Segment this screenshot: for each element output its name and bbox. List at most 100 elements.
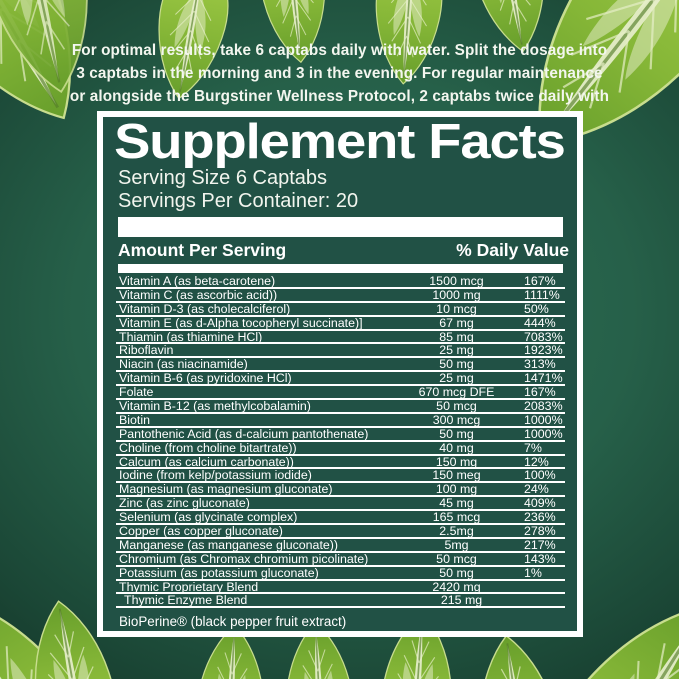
nutrient-amount: 10 mcg	[436, 301, 477, 316]
nutrient-row: Calcum (as calcium carbonate)) 150 mg 12…	[116, 454, 565, 470]
nutrient-row: Niacin (as niacinamide) 50 mg 313%	[116, 357, 565, 373]
nutrient-name: Vitamin D-3 (as cholecalciferol)	[119, 302, 291, 315]
nutrient-daily-value: 7%	[524, 440, 542, 455]
nutrient-daily-value: 278%	[524, 523, 556, 538]
nutrient-row: Selenium (as glycinate complex) 165 mcg …	[116, 510, 565, 526]
nutrient-daily-value: 217%	[524, 537, 556, 552]
servings-per-container-text: Servings Per Container: 20	[118, 190, 359, 212]
nutrient-row: Chromium (as Chromax chromium picolinate…	[116, 553, 565, 567]
nutrient-daily-value: 167%	[524, 273, 556, 288]
nutrient-name: Thymic Proprietary Blend	[119, 580, 259, 593]
nutrient-daily-value: 2083%	[524, 398, 563, 413]
nutrient-row: Vitamin E (as d-Alpha tocopheryl succina…	[116, 315, 565, 331]
nutrient-row: Vitamin A (as beta-carotene) 1500 mcg 16…	[116, 275, 565, 289]
nutrient-row: Vitamin C (as ascorbic acid)) 1000 mg 11…	[116, 289, 565, 303]
nutrient-amount: 215 mg	[440, 593, 483, 608]
nutrient-amount: 165 mcg	[432, 510, 481, 525]
nutrient-name: Riboflavin	[119, 344, 174, 357]
nutrient-amount: 50 mcg	[436, 551, 477, 566]
nutrient-amount: 100 mg	[435, 482, 478, 497]
nutrient-name: Vitamin B-6 (as pyridoxine HCl)	[119, 372, 292, 385]
nutrient-name: Manganese (as manganese gluconate))	[119, 538, 339, 551]
nutrient-name: Vitamin A (as beta-carotene)	[119, 274, 276, 287]
nutrient-name: Magnesium (as magnesium gluconate)	[119, 483, 333, 496]
nutrient-name: Thymic Enzyme Blend	[124, 594, 248, 607]
nutrient-name: Vitamin E (as d-Alpha tocopheryl succina…	[119, 316, 363, 329]
nutrient-table: Vitamin A (as beta-carotene) 1500 mcg 16…	[116, 275, 565, 609]
nutrient-daily-value: 313%	[524, 357, 556, 372]
nutrient-daily-value: 167%	[524, 385, 556, 400]
nutrient-row: Thymic Proprietary Blend 2420 mg	[116, 579, 565, 595]
nutrient-name: Vitamin B-12 (as methylcobalamin)	[119, 399, 311, 412]
nutrient-row: Vitamin D-3 (as cholecalciferol) 10 mcg …	[116, 303, 565, 317]
nutrient-row: Thiamin (as thiamine HCl) 85 mg 7083%	[116, 329, 565, 345]
bioperine-row: BioPerine® (black pepper fruit extract)	[119, 614, 347, 630]
nutrient-daily-value: 143%	[524, 551, 556, 566]
nutrient-row: Manganese (as manganese gluconate)) 5mg …	[116, 539, 565, 553]
nutrient-daily-value: 7083%	[524, 329, 563, 344]
nutrient-row: Biotin 300 mcg 1000%	[116, 414, 565, 428]
nutrient-amount: 2420 mg	[432, 579, 481, 594]
nutrient-amount: 45 mg	[439, 496, 474, 511]
nutrient-amount: 25 mg	[439, 371, 474, 386]
nutrient-row: Iodine (from kelp/potassium iodide) 150 …	[116, 468, 565, 484]
nutrient-row: Choline (from choline bitartrate)) 40 mg…	[116, 440, 565, 456]
nutrient-daily-value: 444%	[524, 315, 556, 330]
nutrient-daily-value: 1000%	[524, 412, 563, 427]
nutrient-name: Calcum (as calcium carbonate))	[119, 455, 294, 468]
nutrient-name: Biotin	[119, 413, 150, 426]
nutrient-name: Thiamin (as thiamine HCl)	[119, 330, 263, 343]
nutrient-daily-value: 1471%	[524, 371, 563, 386]
nutrient-name: Niacin (as niacinamide)	[119, 358, 248, 371]
nutrient-amount: 150 mg	[435, 454, 478, 469]
nutrient-daily-value: 12%	[524, 454, 549, 469]
nutrient-name: Zinc (as zinc gluconate)	[119, 497, 250, 510]
nutrient-amount: 67 mg	[439, 315, 474, 330]
nutrient-amount: 50 mg	[439, 426, 474, 441]
nutrient-daily-value: 236%	[524, 510, 556, 525]
nutrient-name: Copper (as copper gluconate)	[119, 524, 283, 537]
nutrient-daily-value: 1923%	[524, 343, 563, 358]
nutrient-name: Folate	[119, 386, 154, 399]
serving-size-text: Serving Size 6 Captabs	[118, 167, 328, 189]
nutrient-name: Chromium (as Chromax chromium picolinate…	[119, 552, 369, 565]
nutrient-row: Zinc (as zinc gluconate) 45 mg 409%	[116, 496, 565, 512]
nutrient-amount: 50 mg	[439, 565, 474, 580]
nutrient-daily-value: 100%	[524, 468, 556, 483]
column-header-row: Amount Per Serving % Daily Value	[103, 237, 577, 261]
nutrient-row: Folate 670 mcg DFE 167%	[116, 385, 565, 401]
divider-bar-thin	[118, 264, 563, 273]
supplement-facts-panel: Supplement Facts Serving Size 6 Captabs …	[97, 111, 583, 637]
nutrient-amount: 50 mcg	[436, 398, 477, 413]
nutrient-row: Pantothenic Acid (as d-calcium pantothen…	[116, 428, 565, 442]
nutrient-row: Vitamin B-12 (as methylcobalamin) 50 mcg…	[116, 400, 565, 414]
daily-value-header: % Daily Value	[456, 240, 569, 260]
nutrient-daily-value: 1000%	[524, 426, 563, 441]
nutrient-daily-value: 1%	[524, 565, 542, 580]
nutrient-amount: 300 mcg	[432, 412, 481, 427]
nutrient-amount: 670 mcg DFE	[418, 385, 495, 400]
nutrient-amount: 150 meg	[432, 468, 481, 483]
nutrient-amount: 85 mg	[439, 329, 474, 344]
nutrient-amount: 2.5mg	[439, 523, 474, 538]
divider-bar-thick	[118, 217, 563, 237]
nutrient-row: Potassium (as potassium gluconate) 50 mg…	[116, 565, 565, 581]
nutrient-daily-value: 24%	[524, 482, 549, 497]
nutrient-name: Choline (from choline bitartrate))	[119, 441, 297, 454]
nutrient-amount: 25 mg	[439, 343, 474, 358]
nutrient-name: Vitamin C (as ascorbic acid))	[119, 288, 278, 301]
nutrient-amount: 50 mg	[439, 357, 474, 372]
amount-per-serving-header: Amount Per Serving	[118, 240, 287, 260]
nutrient-daily-value: 409%	[524, 496, 556, 511]
nutrient-amount: 5mg	[444, 537, 469, 552]
nutrient-daily-value: 1111%	[524, 287, 560, 302]
nutrient-row: Riboflavin 25 mg 1923%	[116, 343, 565, 359]
panel-title: Supplement Facts	[114, 115, 566, 169]
nutrient-amount: 1500 mcg	[429, 273, 484, 288]
nutrient-row: Thymic Enzyme Blend 215 mg	[116, 593, 565, 609]
nutrient-daily-value: 50%	[524, 301, 549, 316]
nutrient-name: Pantothenic Acid (as d-calcium pantothen…	[119, 427, 369, 440]
nutrient-name: Iodine (from kelp/potassium iodide)	[119, 469, 312, 482]
nutrient-name: Potassium (as potassium gluconate)	[119, 566, 319, 579]
